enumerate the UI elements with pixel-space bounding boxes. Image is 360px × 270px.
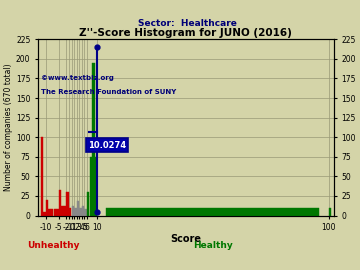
Bar (90, 157, 92, 215)
Text: Unhealthy: Unhealthy (27, 241, 80, 250)
Bar (85, 209, 87, 215)
Text: The Research Foundation of SUNY: The Research Foundation of SUNY (41, 89, 176, 94)
Bar (87, 192, 89, 215)
Bar (43, 212, 46, 215)
Text: 10.0274: 10.0274 (88, 140, 126, 150)
Bar (46, 200, 48, 215)
Text: Healthy: Healthy (193, 241, 233, 250)
Bar (56, 209, 59, 215)
Bar (74, 208, 77, 215)
Bar (51, 209, 53, 215)
Bar (59, 190, 61, 215)
Bar (54, 209, 56, 215)
Bar (79, 208, 82, 215)
Bar (329, 208, 331, 215)
Bar (107, 208, 319, 215)
Bar (72, 206, 74, 215)
Bar (95, 157, 97, 215)
Text: ©www.textbiz.org: ©www.textbiz.org (41, 75, 114, 80)
Bar (82, 206, 84, 215)
Text: Sector:  Healthcare: Sector: Healthcare (138, 19, 237, 28)
X-axis label: Score: Score (170, 234, 201, 244)
Y-axis label: Number of companies (670 total): Number of companies (670 total) (4, 63, 13, 191)
Title: Z''-Score Histogram for JUNO (2016): Z''-Score Histogram for JUNO (2016) (80, 28, 292, 38)
Bar (67, 192, 69, 215)
Bar (49, 209, 51, 215)
Bar (64, 206, 66, 215)
Bar (69, 208, 71, 215)
Bar (92, 63, 95, 215)
Bar (61, 206, 64, 215)
Bar (77, 201, 79, 215)
Bar (41, 137, 43, 215)
